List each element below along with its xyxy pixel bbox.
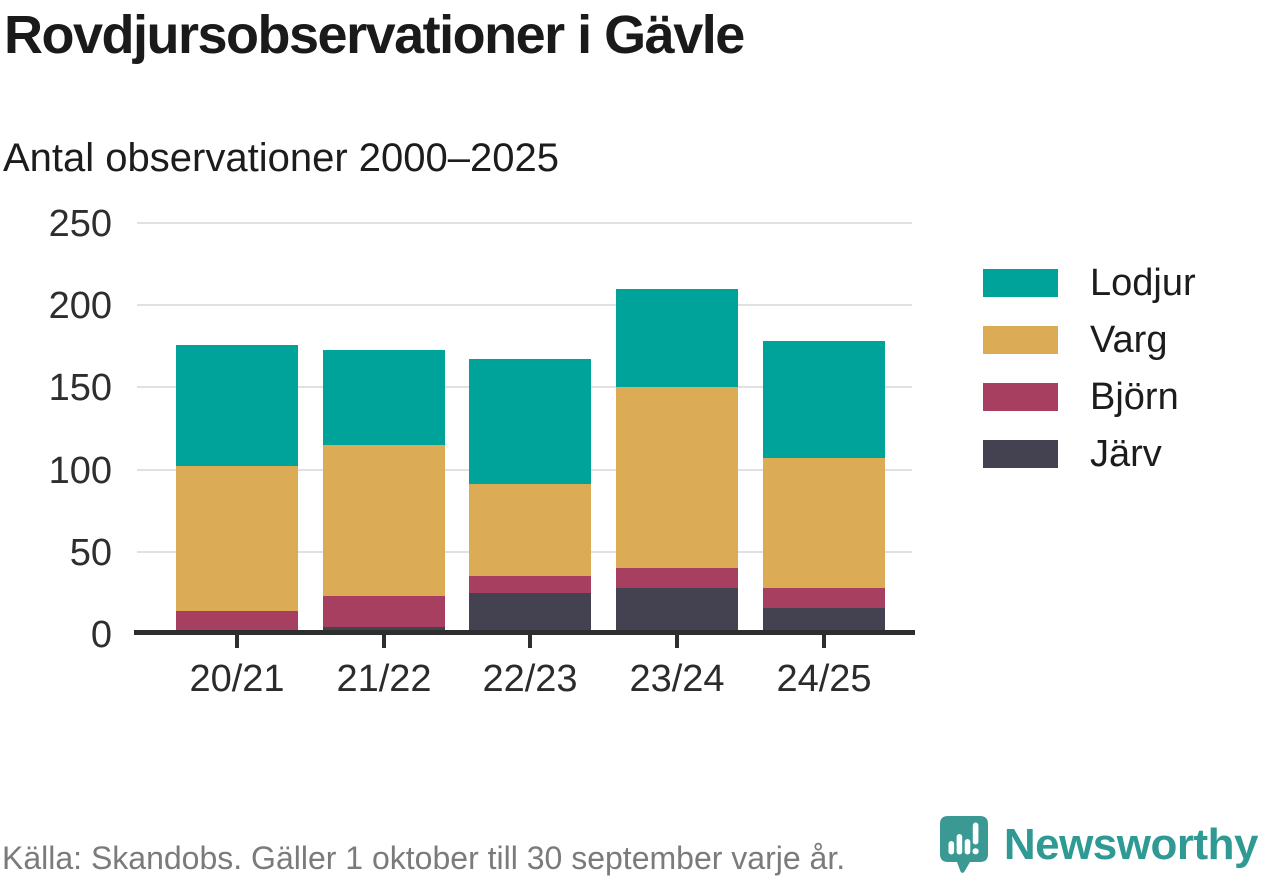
- y-tick-label: 50: [69, 531, 112, 574]
- bar-segment: [616, 288, 738, 388]
- x-tick-label: 23/24: [629, 658, 725, 700]
- bar-segment: [616, 568, 738, 588]
- bar-segment: [176, 610, 298, 634]
- legend-label: Lodjur: [1090, 262, 1196, 304]
- x-tick-label: 22/23: [482, 658, 578, 700]
- legend-item-jrv: Järv: [983, 435, 1162, 473]
- legend-swatch: [983, 269, 1058, 297]
- source-note: Källa: Skandobs. Gäller 1 oktober till 3…: [2, 840, 846, 876]
- bar-segment: [469, 576, 591, 593]
- legend-swatch: [983, 326, 1058, 354]
- x-axis-tick: [235, 635, 239, 648]
- bar-segment: [469, 592, 591, 634]
- x-tick-label: 24/25: [776, 658, 872, 700]
- newsworthy-logo-icon: [939, 816, 988, 873]
- y-tick-label: 0: [90, 614, 112, 656]
- bar-segment: [763, 458, 885, 588]
- chart-subtitle: Antal observationer 2000–2025: [3, 136, 559, 180]
- x-axis-tick: [528, 635, 532, 648]
- x-tick-label: 20/21: [189, 658, 285, 700]
- x-axis-line: [134, 630, 915, 635]
- bar-segment: [176, 344, 298, 467]
- bar-segment: [616, 387, 738, 569]
- x-tick-label: 21/22: [336, 658, 432, 700]
- legend-item-bjrn: Björn: [983, 378, 1179, 416]
- y-tick-label: 100: [48, 449, 112, 492]
- x-axis-tick: [822, 635, 826, 648]
- y-tick-label: 250: [48, 203, 112, 245]
- bar-segment: [323, 349, 445, 445]
- legend-item-varg: Varg: [983, 321, 1167, 359]
- bar-segment: [616, 587, 738, 634]
- bar-segment: [323, 596, 445, 628]
- chart-title: Rovdjursobservationer i Gävle: [4, 5, 745, 65]
- legend-swatch: [983, 440, 1058, 468]
- bar-segment: [323, 444, 445, 597]
- x-axis-tick: [675, 635, 679, 648]
- brand-name: Newsworthy: [1003, 819, 1259, 869]
- legend-label: Varg: [1090, 319, 1168, 361]
- x-axis-tick: [382, 635, 386, 648]
- legend-label: Järv: [1090, 433, 1162, 475]
- bar-segment: [763, 587, 885, 608]
- bar-segment: [176, 466, 298, 611]
- legend-label: Björn: [1090, 376, 1179, 418]
- y-tick-label: 200: [48, 285, 112, 328]
- y-tick-label: 150: [48, 367, 112, 410]
- brand-logo: Newsworthy: [938, 814, 1259, 875]
- bar-segment: [763, 607, 885, 634]
- bar-segment: [469, 359, 591, 485]
- bar-segment: [469, 484, 591, 577]
- bar-segment: [763, 341, 885, 459]
- gridline: [137, 222, 912, 224]
- gridline: [137, 304, 912, 307]
- legend-swatch: [983, 383, 1058, 411]
- legend-item-lodjur: Lodjur: [983, 264, 1196, 302]
